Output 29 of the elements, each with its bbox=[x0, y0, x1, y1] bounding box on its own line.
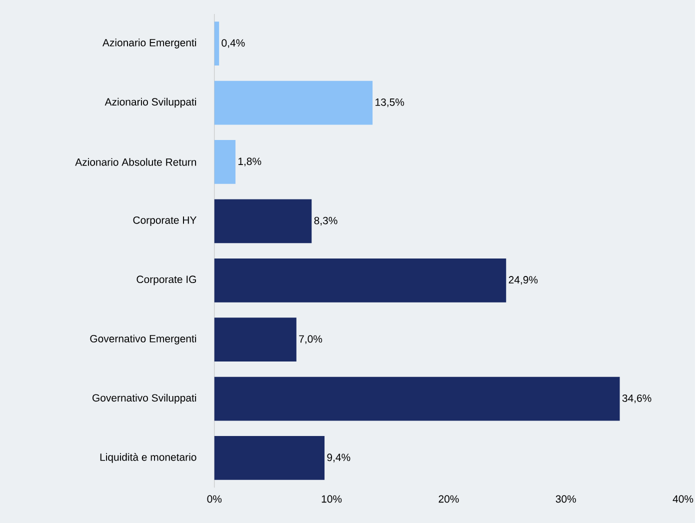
x-tick-label: 40% bbox=[672, 495, 694, 502]
data-label: 0,4% bbox=[222, 39, 245, 48]
y-tick-label: Liquidità e monetario bbox=[100, 452, 196, 463]
x-tick-label: 20% bbox=[438, 495, 459, 502]
bar bbox=[214, 436, 325, 480]
bar bbox=[214, 258, 506, 302]
y-tick-label: Corporate IG bbox=[136, 275, 196, 285]
bar bbox=[214, 140, 236, 184]
data-label: 9,4% bbox=[327, 453, 350, 462]
data-label: 13,5% bbox=[376, 98, 404, 107]
bar bbox=[214, 80, 373, 124]
bar bbox=[214, 317, 296, 362]
x-tick-label: 30% bbox=[556, 495, 576, 502]
data-label: 24,9% bbox=[508, 276, 538, 284]
data-label: 1,8% bbox=[238, 157, 262, 166]
y-tick-label: Azionario Emergenti bbox=[102, 38, 196, 48]
data-label: 7,0% bbox=[299, 335, 322, 344]
bar bbox=[214, 21, 220, 66]
data-label: 34,6% bbox=[622, 394, 652, 403]
bar bbox=[214, 376, 620, 420]
y-tick-label: Corporate HY bbox=[133, 216, 196, 226]
y-tick-label: Governativo Emergenti bbox=[90, 334, 196, 344]
y-tick-label: Governativo Sviluppati bbox=[92, 394, 196, 404]
y-tick-label: Azionario Absolute Return bbox=[75, 158, 196, 166]
y-tick-label: Azionario Sviluppati bbox=[104, 98, 196, 108]
x-tick-label: 10% bbox=[322, 495, 342, 502]
bar bbox=[214, 199, 312, 243]
data-label: 8,3% bbox=[314, 216, 338, 226]
x-tick-label: 0% bbox=[207, 495, 222, 502]
